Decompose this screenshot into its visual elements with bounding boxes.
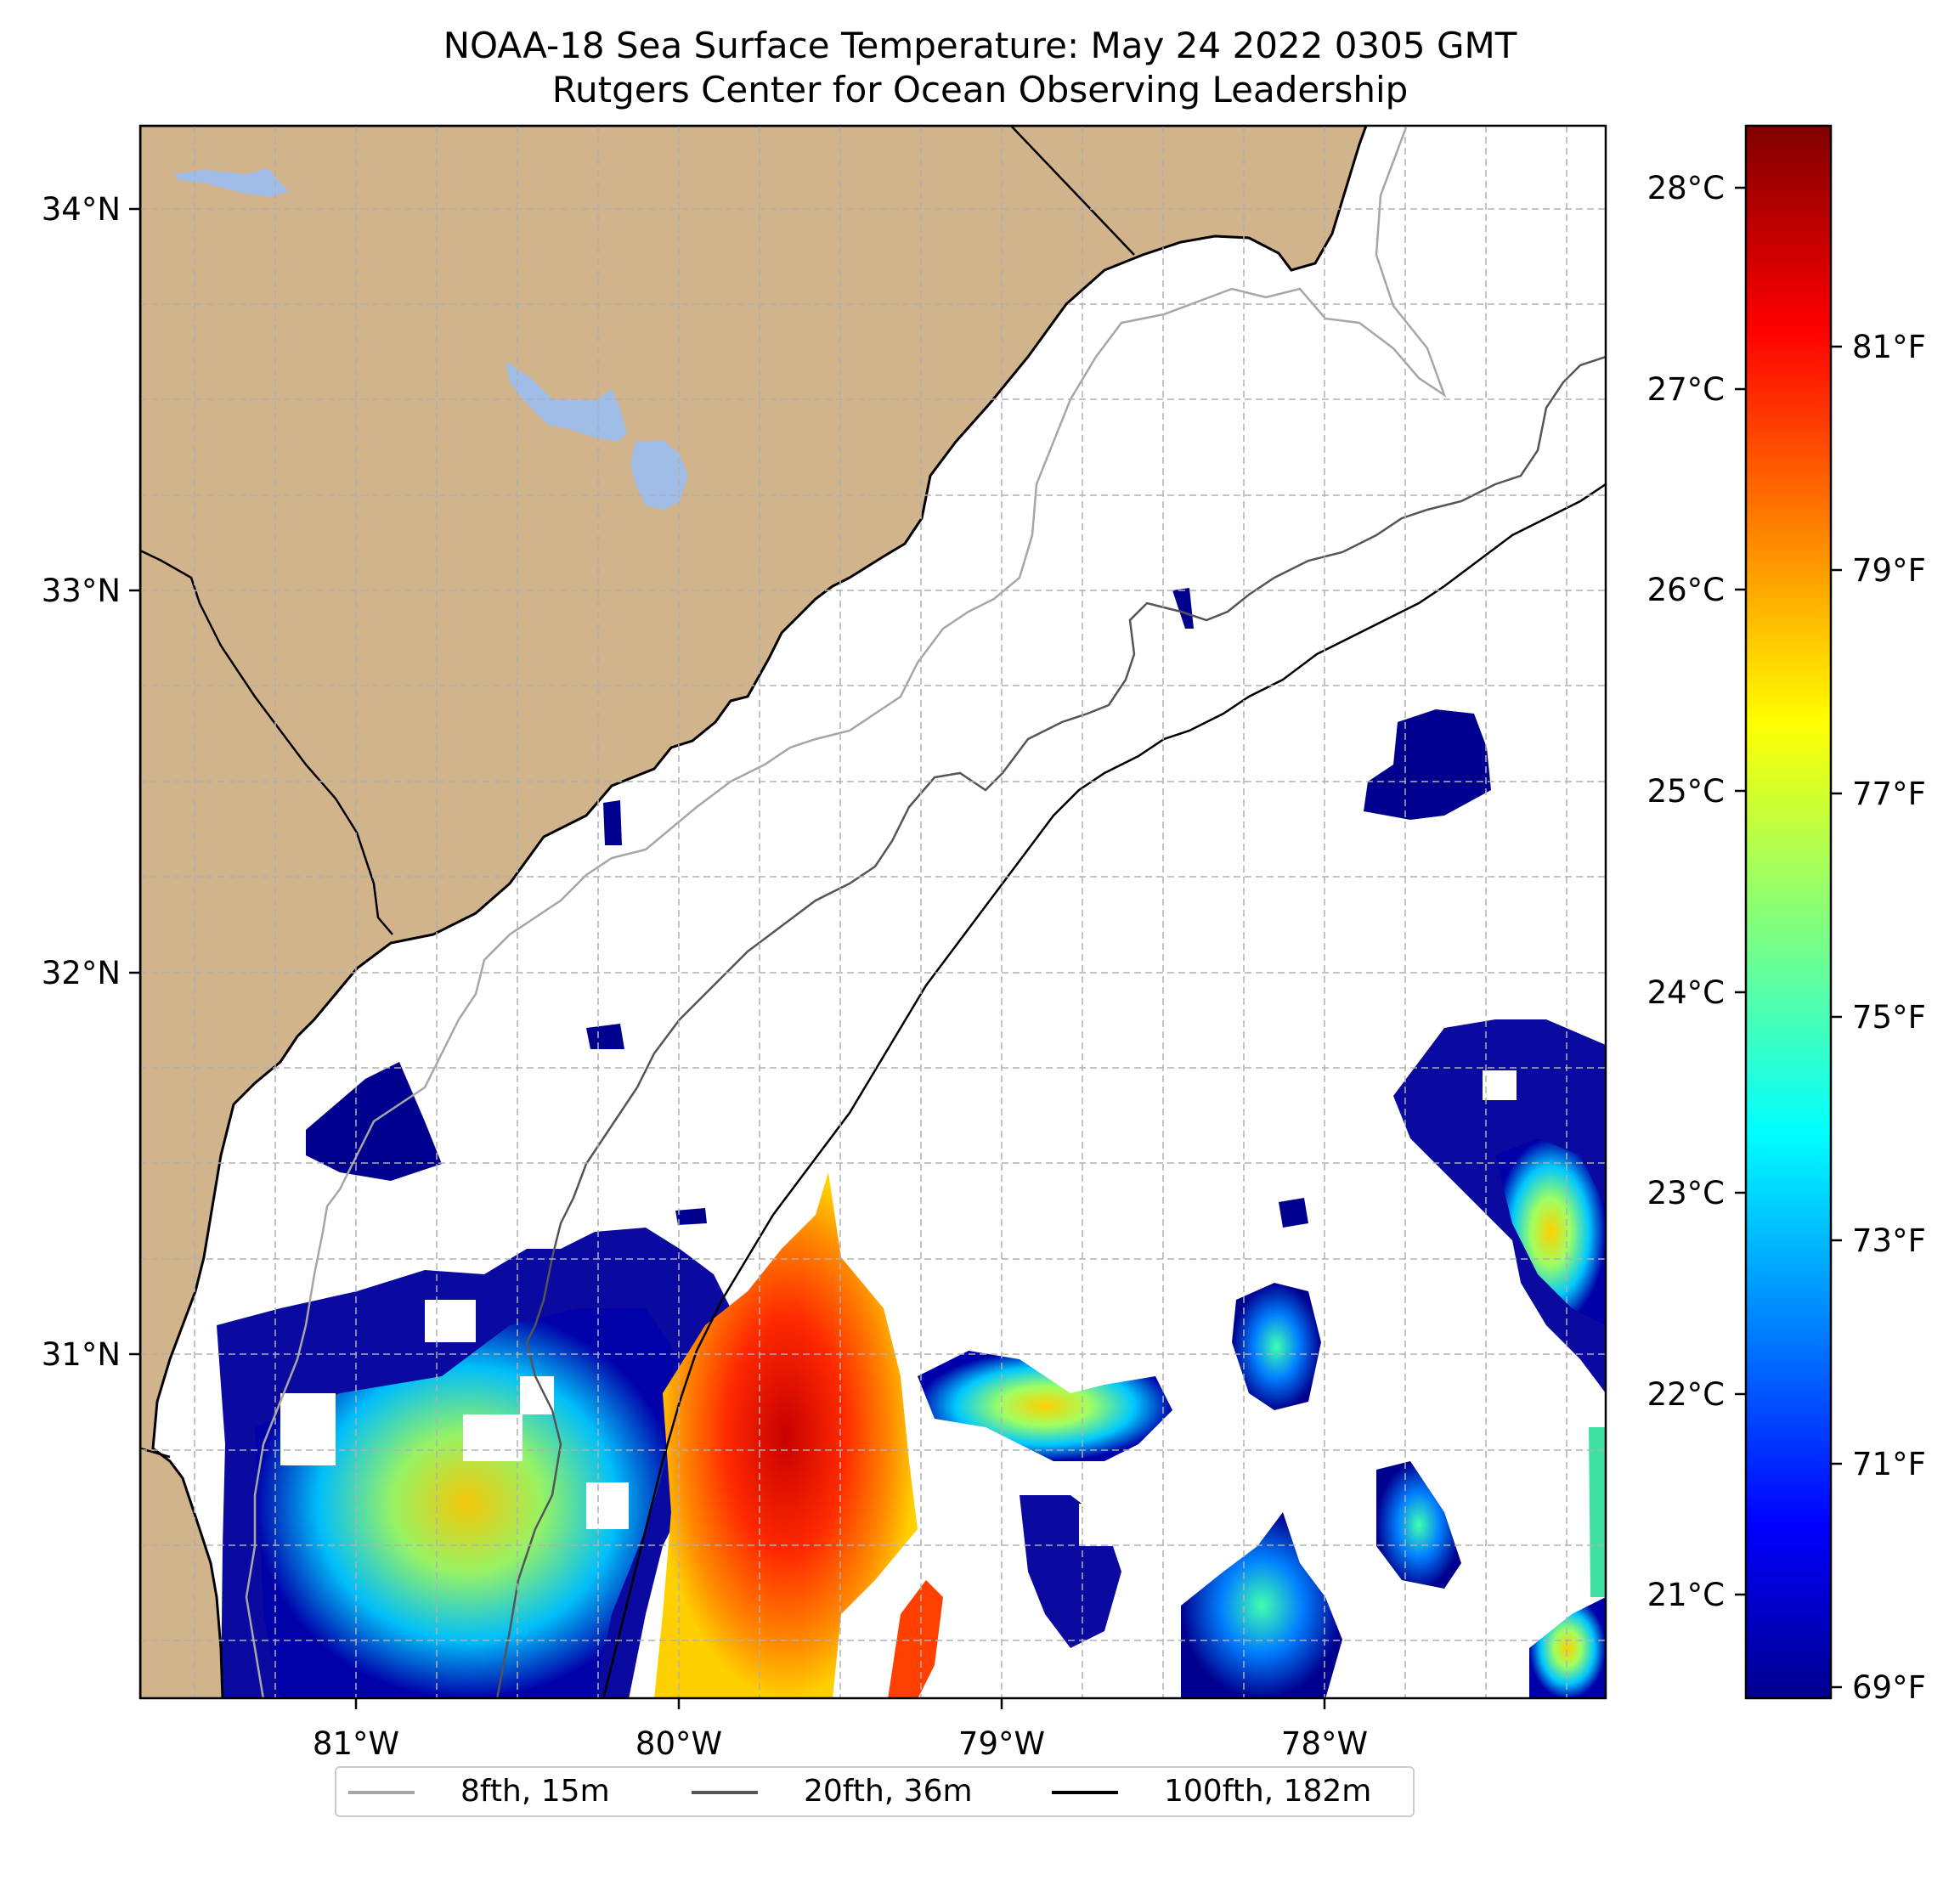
- lon-tick-81w: 81°W: [313, 1725, 399, 1762]
- map-title: NOAA-18 Sea Surface Temperature: May 24 …: [443, 25, 1517, 66]
- sst-patch-warm-streak: [888, 1580, 943, 1698]
- lake-moultrie: [630, 440, 688, 510]
- contour-legend: 8fth, 15m 20fth, 36m 100fth, 182m: [335, 1766, 1415, 1817]
- colorbar-c-24: 24°C: [1647, 974, 1725, 1011]
- axis-ticks: [129, 207, 1326, 1709]
- colorbar-f-77: 77°F: [1852, 776, 1926, 812]
- lat-tick-32n: 32°N: [42, 955, 121, 991]
- sst-patch-central-1: [918, 1351, 1172, 1461]
- legend-label-20fth: 20fth, 36m: [804, 1774, 973, 1809]
- contour-100fth: [602, 483, 1606, 1698]
- legend-line-20fth: [692, 1791, 758, 1794]
- sst-patch-east-strip: [1589, 1427, 1606, 1597]
- sst-field: [217, 588, 1606, 1698]
- sst-patch-small-center: [675, 1208, 707, 1225]
- colorbar-fahrenheit-ticks: [1831, 345, 1842, 1689]
- colorbar-c-25: 25°C: [1647, 773, 1725, 810]
- colorbar-c-26: 26°C: [1647, 572, 1725, 608]
- map-frame: [138, 124, 1607, 1700]
- colorbar-f-69: 69°F: [1852, 1669, 1926, 1706]
- legend-line-8fth: [348, 1791, 415, 1794]
- map-grid: [140, 126, 1606, 1698]
- colorbar-c-23: 23°C: [1647, 1175, 1725, 1211]
- lake-north: [174, 168, 289, 197]
- lakes: [174, 168, 688, 510]
- legend-line-100fth: [1052, 1791, 1118, 1794]
- contour-20fth: [495, 355, 1606, 1698]
- lake-marion: [506, 361, 627, 442]
- colorbar-f-71: 71°F: [1852, 1446, 1926, 1482]
- colorbar-c-28: 28°C: [1647, 170, 1725, 206]
- state-border-ga: [140, 549, 393, 935]
- colorbar: [1744, 124, 1833, 1700]
- colorbar-c-21: 21°C: [1647, 1577, 1725, 1613]
- sst-patch-warm-core: [654, 1172, 918, 1698]
- sst-patch-north-small: [1172, 588, 1194, 629]
- sst-patch-central-3: [1232, 1283, 1321, 1410]
- colorbar-celsius-ticks: [1735, 186, 1746, 1596]
- state-border: [1010, 126, 1135, 256]
- colorbar-f-73: 73°F: [1852, 1222, 1926, 1259]
- colorbar-f-75: 75°F: [1852, 999, 1926, 1036]
- sst-patch-small-east: [1279, 1198, 1308, 1228]
- sst-patch-east-edge-warm: [1495, 1138, 1606, 1325]
- colorbar-c-22: 22°C: [1647, 1376, 1725, 1413]
- lat-tick-31n: 31°N: [42, 1336, 121, 1373]
- cloud-mask: [280, 1070, 1517, 1546]
- lon-tick-78w: 78°W: [1281, 1725, 1368, 1762]
- land: [140, 126, 1368, 1698]
- map-subtitle: Rutgers Center for Ocean Observing Leade…: [551, 69, 1409, 110]
- sst-patch-offshore-blob: [1364, 709, 1491, 820]
- lon-tick-80w: 80°W: [635, 1725, 722, 1762]
- sst-patch-east-low: [1376, 1461, 1461, 1589]
- lat-tick-34n: 34°N: [42, 191, 121, 228]
- colorbar-f-79: 79°F: [1852, 552, 1926, 589]
- lat-tick-33n: 33°N: [42, 573, 121, 609]
- colorbar-f-81: 81°F: [1852, 329, 1926, 365]
- lon-tick-79w: 79°W: [958, 1725, 1045, 1762]
- sst-patch-coastal-small-2: [586, 1024, 624, 1049]
- sst-patch-coastal-green: [255, 1308, 680, 1698]
- sst-patch-coastal-small-1: [603, 800, 622, 845]
- sst-patch-east-edge: [1393, 1019, 1606, 1393]
- legend-label-8fth: 8fth, 15m: [460, 1774, 610, 1809]
- sst-patch-southeast: [1181, 1512, 1342, 1698]
- colorbar-c-27: 27°C: [1647, 371, 1725, 408]
- contour-8fth: [245, 127, 1447, 1698]
- sst-patch-southeast-corner: [1529, 1597, 1606, 1698]
- legend-label-100fth: 100fth, 182m: [1164, 1774, 1372, 1809]
